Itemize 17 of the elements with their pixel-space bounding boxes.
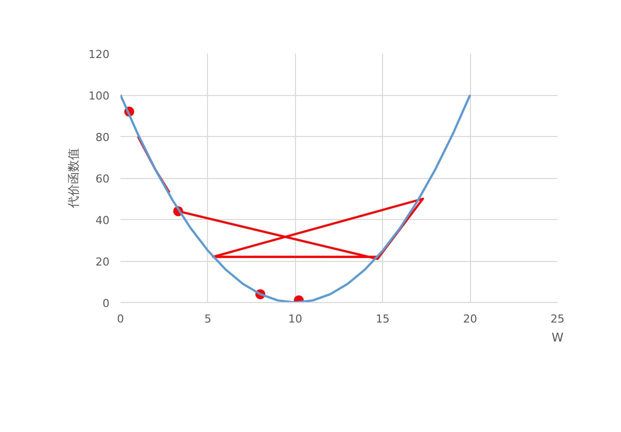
x-tick-label: 25 xyxy=(550,312,564,326)
y-tick-label: 120 xyxy=(88,48,110,61)
x-tick-label: 20 xyxy=(463,312,478,326)
x-tick-label: 5 xyxy=(204,312,212,326)
y-tick-label: 100 xyxy=(88,90,110,102)
x-tick-label: 10 xyxy=(288,312,302,326)
x-tick-label: 15 xyxy=(376,312,390,326)
y-axis-title: 代价函数值 xyxy=(66,148,81,209)
y-tick-label: 40 xyxy=(96,214,110,227)
y-tick-label: 0 xyxy=(102,297,110,310)
y-tick-label: 60 xyxy=(96,172,110,186)
y-tick-label: 80 xyxy=(96,131,110,144)
y-tick-label: 20 xyxy=(96,256,110,268)
line-series xyxy=(120,94,472,302)
x-axis-title: W xyxy=(552,330,564,344)
line-series xyxy=(136,135,171,194)
x-tick-label: 0 xyxy=(117,312,124,326)
